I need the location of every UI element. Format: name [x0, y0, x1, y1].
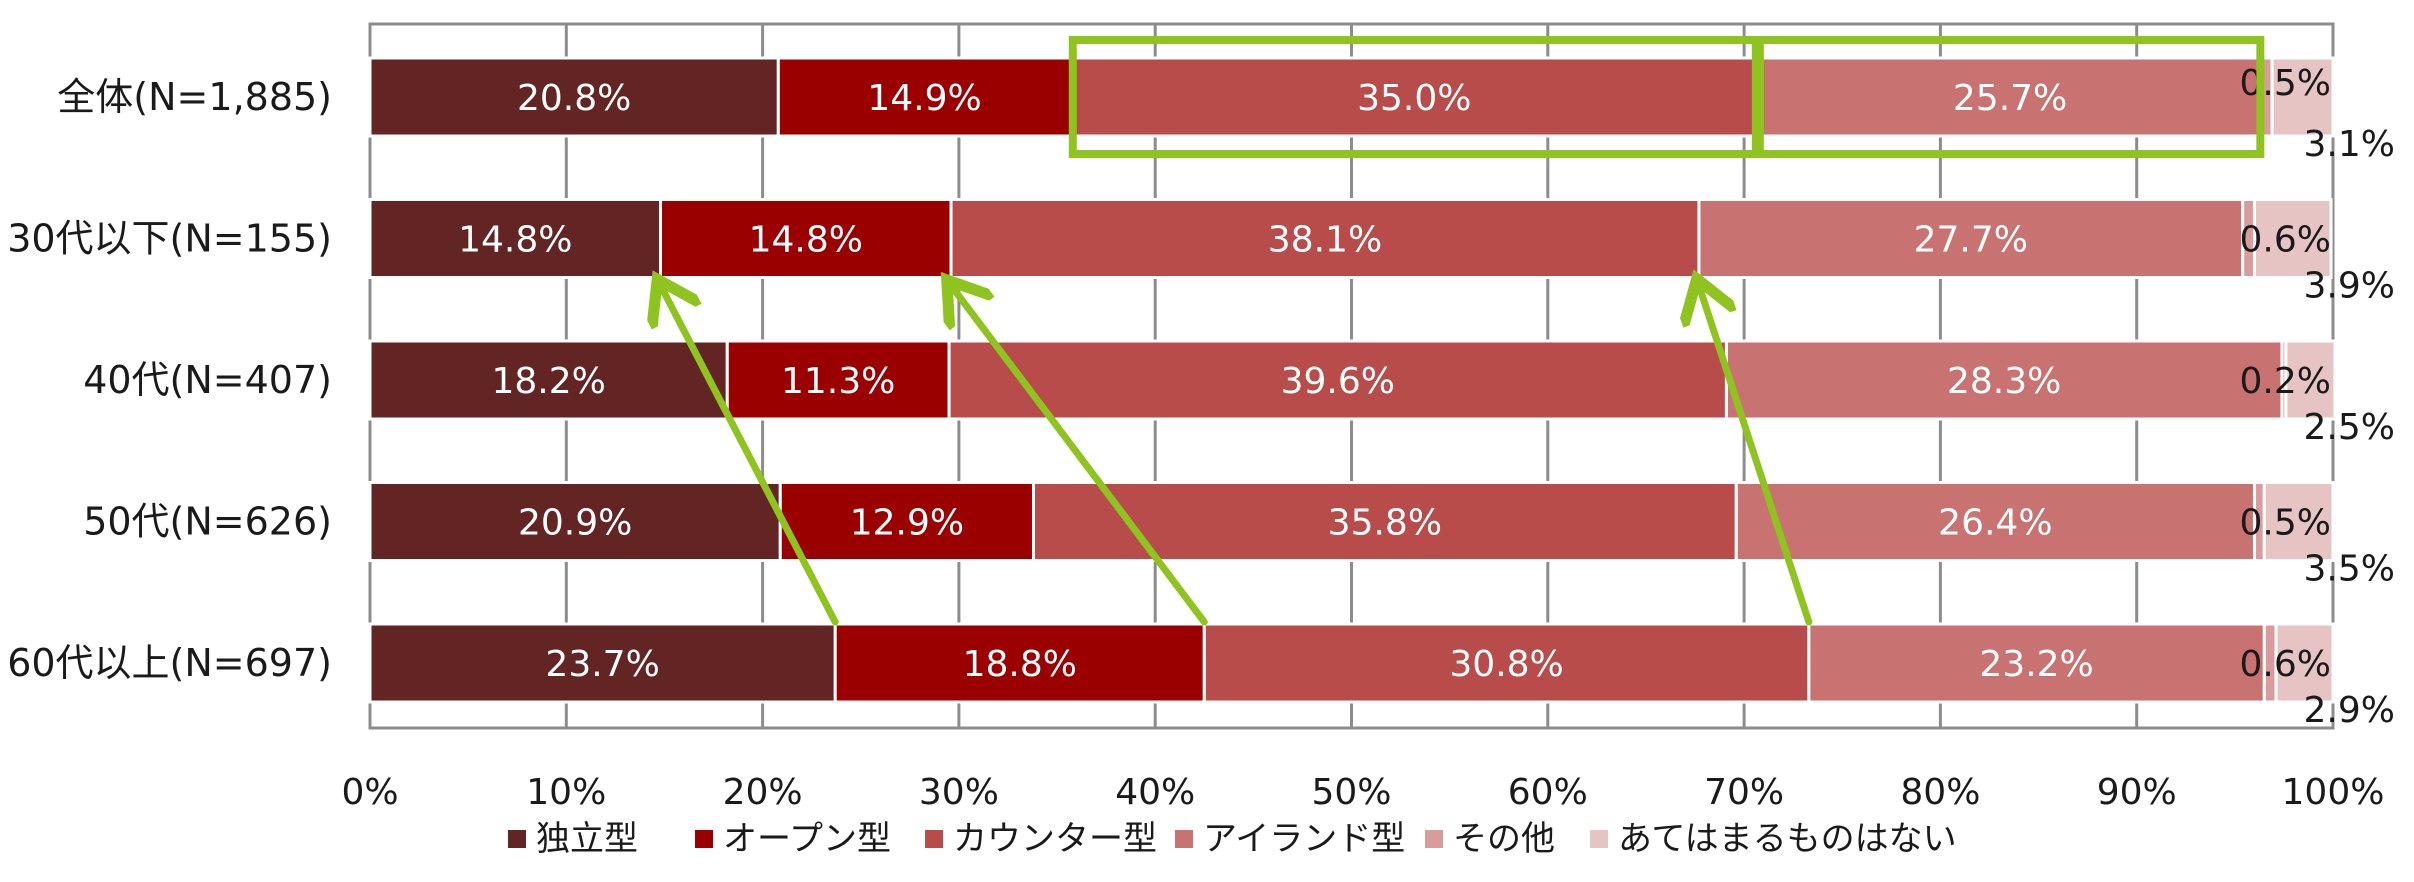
x-tick-label: 70% [1704, 772, 1784, 813]
x-tick-label: 30% [919, 772, 999, 813]
data-label: 12.9% [850, 503, 964, 544]
category-label: 40代(N=407) [83, 358, 332, 402]
data-label: 3.9% [2304, 266, 2395, 307]
data-label: 35.8% [1328, 503, 1442, 544]
bar-segment [368, 198, 663, 279]
bar-segment [2270, 56, 2335, 138]
data-label: 23.7% [545, 644, 659, 685]
bar-segment [1697, 198, 2245, 279]
bar-segment [368, 339, 729, 421]
legend-label: あてはまるものはない [1618, 819, 1957, 859]
legend-label: オープン型 [723, 819, 891, 859]
highlight-box [1755, 36, 2265, 158]
legend-swatch [1590, 830, 1608, 848]
data-label: 14.9% [867, 78, 981, 119]
legend-swatch [1425, 830, 1443, 848]
x-tick-label: 60% [1508, 772, 1588, 813]
bar-segment [2284, 339, 2337, 421]
x-tick-label: 80% [1900, 772, 1980, 813]
bar-segment [833, 622, 1206, 704]
trend-arrow [661, 286, 839, 626]
legend-swatch [925, 830, 943, 848]
data-label: 14.8% [749, 220, 863, 261]
data-label: 39.6% [1281, 361, 1395, 402]
data-label: 11.3% [781, 361, 895, 402]
data-label: 3.5% [2304, 549, 2395, 590]
x-tick-label: 50% [1311, 772, 1391, 813]
x-tick-label: 10% [526, 772, 606, 813]
data-label: 0.2% [2240, 361, 2331, 402]
data-label: 0.6% [2240, 644, 2331, 685]
bar-segment [1069, 56, 1760, 138]
data-label: 25.7% [1953, 78, 2067, 119]
legend-label: その他 [1453, 819, 1555, 859]
data-label: 2.5% [2304, 407, 2395, 448]
legend-swatch [695, 830, 713, 848]
data-label: 20.9% [518, 503, 632, 544]
data-label: 27.7% [1914, 220, 2028, 261]
data-label: 35.0% [1357, 78, 1471, 119]
bar-segment [2274, 622, 2335, 704]
category-label: 50代(N=626) [83, 500, 332, 544]
data-label: 38.1% [1268, 220, 1382, 261]
data-label: 18.2% [491, 361, 605, 402]
bar-segment [659, 198, 953, 279]
bar-segment [1807, 622, 2266, 704]
bar-segment [2262, 481, 2335, 562]
legend-swatch [1175, 830, 1193, 848]
category-label: 全体(N=1,885) [57, 75, 332, 119]
bar-segment [2252, 198, 2333, 279]
bar-segment [1756, 56, 2264, 138]
data-label: 18.8% [963, 644, 1077, 685]
category-label: 60代以上(N=697) [7, 641, 332, 685]
bar-segment [947, 339, 1728, 421]
trend-arrow [951, 286, 1208, 626]
data-label: 0.5% [2240, 503, 2331, 544]
x-tick-label: 40% [1115, 772, 1195, 813]
bar-segment [1734, 481, 2256, 562]
data-label: 30.8% [1449, 644, 1563, 685]
trend-arrow [1699, 286, 1813, 626]
bar-segment [368, 622, 837, 704]
x-tick-label: 20% [723, 772, 803, 813]
data-label: 20.8% [517, 78, 631, 119]
data-label: 2.9% [2304, 690, 2395, 731]
bar-segment [1724, 339, 2284, 421]
bar-segment [778, 481, 1035, 562]
bar-segment [368, 481, 782, 562]
legend-swatch [508, 830, 526, 848]
data-label: 28.3% [1947, 361, 2061, 402]
x-tick-label: 100% [2282, 772, 2385, 813]
x-tick-label: 90% [2097, 772, 2177, 813]
data-label: 0.5% [2240, 63, 2331, 104]
legend-label: 独立型 [536, 819, 638, 859]
bar-segment [1202, 622, 1811, 704]
data-label: 23.2% [1979, 644, 2093, 685]
data-label: 0.6% [2240, 220, 2331, 261]
x-tick-label: 0% [341, 772, 398, 813]
legend-label: カウンター型 [953, 819, 1157, 859]
data-label: 14.8% [458, 220, 572, 261]
data-label: 26.4% [1938, 503, 2052, 544]
category-label: 30代以下(N=155) [7, 217, 332, 261]
legend-label: アイランド型 [1203, 819, 1405, 859]
data-label: 3.1% [2304, 124, 2395, 165]
